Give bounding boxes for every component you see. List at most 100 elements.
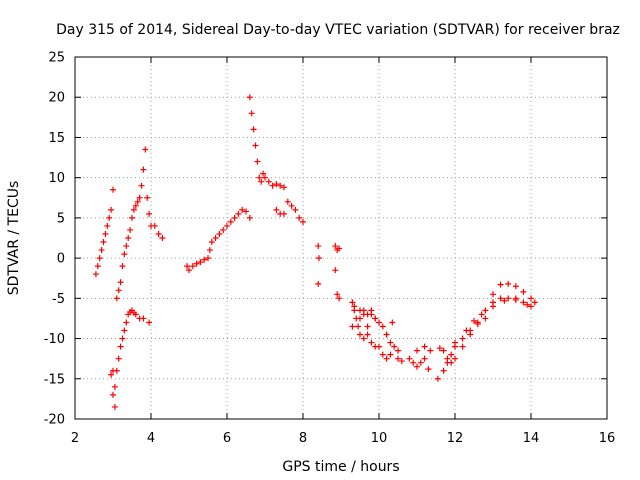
data-point [332, 243, 339, 250]
data-point [334, 291, 341, 298]
data-point [389, 319, 396, 326]
y-tick-label: -20 [44, 413, 65, 428]
data-point [108, 371, 115, 378]
x-tick-label: 6 [223, 431, 231, 446]
data-point [117, 279, 124, 286]
x-tick-label: 16 [599, 431, 616, 446]
data-point [434, 375, 441, 382]
data-point [372, 315, 379, 322]
data-point [123, 243, 130, 250]
data-point [258, 178, 265, 185]
data-point [387, 351, 394, 358]
data-point [452, 355, 458, 362]
data-point [184, 263, 191, 270]
data-point [243, 208, 249, 215]
data-point [98, 247, 105, 254]
data-point [119, 263, 126, 270]
data-point [332, 267, 339, 274]
data-point [383, 331, 390, 338]
y-tick-label: -5 [52, 292, 65, 307]
data-point [368, 339, 375, 346]
data-point [351, 303, 358, 310]
data-point [300, 218, 306, 225]
data-point [512, 283, 519, 290]
data-point [360, 335, 367, 342]
data-point [414, 347, 420, 354]
data-point [364, 323, 371, 330]
data-point [524, 301, 531, 308]
data-point [520, 288, 527, 295]
data-point [136, 194, 143, 201]
data-point [505, 295, 512, 302]
grid [75, 57, 607, 419]
x-tick-label: 12 [447, 431, 464, 446]
data-point [349, 299, 356, 306]
x-tick-label: 4 [147, 431, 155, 446]
data-point [436, 345, 443, 352]
data-point [277, 182, 284, 189]
axis-ticks: 2 4 6 8 10 12 14 16 -20 -15 -10 -5 0 5 10 15 20 25 [44, 51, 616, 447]
x-tick-label: 8 [299, 431, 307, 446]
y-tick-label: 25 [48, 51, 65, 66]
data-point [110, 391, 116, 398]
data-point [197, 259, 204, 266]
data-point [142, 146, 149, 153]
y-axis-label: SDTVAR / TECUs [6, 181, 22, 296]
x-tick-label: 2 [71, 431, 79, 446]
data-point [104, 222, 111, 229]
data-point [357, 315, 363, 322]
data-point [121, 251, 128, 258]
data-point [132, 311, 139, 318]
data-point [448, 359, 455, 366]
data-point [111, 403, 118, 410]
data-point [459, 343, 466, 350]
data-point [281, 210, 287, 217]
data-point [395, 347, 401, 354]
data-point [357, 331, 363, 338]
data-point [155, 230, 162, 237]
x-axis-label: GPS time / hours [282, 459, 399, 475]
data-point [360, 311, 367, 318]
data-point [92, 271, 99, 278]
data-point [94, 263, 101, 270]
data-point [520, 299, 527, 306]
y-tick-label: -15 [44, 372, 65, 387]
data-point [414, 363, 420, 370]
data-point [132, 202, 139, 209]
data-point [205, 255, 211, 262]
data-point [398, 358, 405, 365]
data-point [265, 178, 272, 185]
y-tick-label: -10 [44, 332, 65, 347]
data-point [448, 351, 455, 358]
data-point [250, 126, 257, 133]
data-point [130, 206, 137, 213]
data-point [528, 295, 534, 302]
y-tick-label: 5 [57, 211, 65, 226]
data-point [111, 383, 118, 390]
data-point [490, 299, 496, 306]
data-point [490, 291, 496, 298]
data-point [474, 319, 481, 326]
data-point [497, 295, 504, 302]
data-point [391, 343, 398, 350]
x-tick-label: 14 [523, 431, 540, 446]
data-point [482, 307, 489, 314]
data-point [235, 210, 242, 217]
data-point [102, 230, 109, 237]
data-point [315, 255, 322, 262]
data-point [478, 311, 485, 318]
data-point [193, 260, 200, 267]
data-point [115, 355, 122, 362]
data-point [349, 323, 356, 330]
data-point [368, 311, 375, 318]
data-point [379, 351, 386, 358]
data-point [159, 235, 166, 241]
data-point [113, 295, 120, 302]
plot-frame [74, 56, 608, 420]
data-point [110, 186, 116, 193]
chart-title: Day 315 of 2014, Sidereal Day-to-day VTE… [56, 22, 620, 38]
data-point [296, 214, 303, 221]
data-point [231, 214, 238, 221]
data-point [288, 202, 295, 209]
